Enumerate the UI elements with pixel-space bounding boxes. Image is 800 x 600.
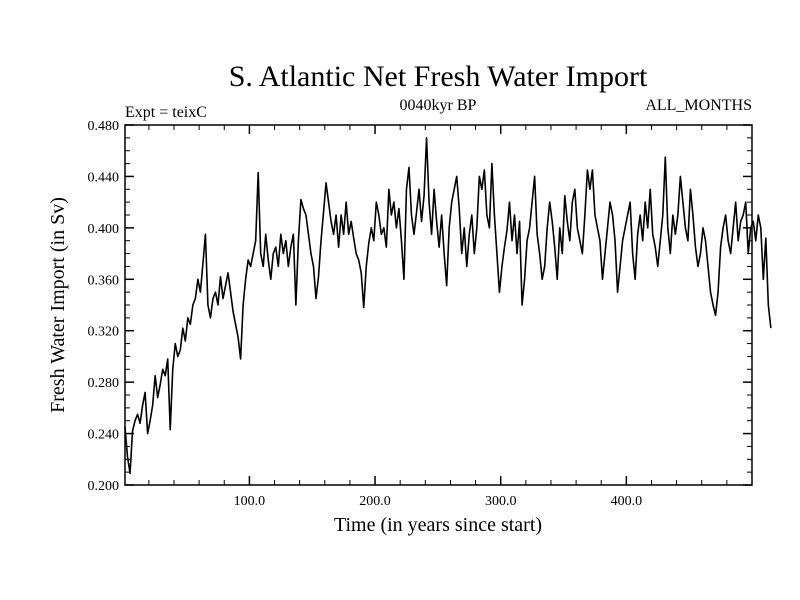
- plot-frame: [124, 124, 753, 486]
- x-axis-label: Time (in years since start): [334, 514, 542, 536]
- months-label: ALL_MONTHS: [645, 97, 752, 114]
- x-tick-label: 300.0: [485, 494, 517, 509]
- y-tick-label: 0.480: [88, 119, 120, 134]
- x-tick-label: 200.0: [359, 494, 391, 509]
- x-tick-label: 400.0: [611, 494, 643, 509]
- x-axis: 100.0 200.0 300.0 400.0: [148, 125, 728, 509]
- y-tick-label: 0.360: [88, 273, 120, 288]
- y-axis-label: Fresh Water Import (in Sv): [47, 197, 69, 413]
- experiment-label: Expt = teixC: [125, 104, 207, 121]
- y-axis: 0.200 0.240 0.280 0.320 0.360 0.400 0.440 0.480: [88, 119, 752, 494]
- period-label: 0040kyr BP: [400, 97, 477, 114]
- y-tick-label: 0.440: [88, 170, 120, 185]
- y-tick-label: 0.280: [88, 376, 120, 391]
- fresh-water-series-line: [124, 137, 772, 475]
- y-tick-label: 0.200: [88, 479, 120, 494]
- y-tick-label: 0.320: [88, 325, 120, 340]
- x-tick-label: 100.0: [234, 494, 266, 509]
- y-tick-label: 0.400: [88, 222, 120, 237]
- chart-title: S. Atlantic Net Fresh Water Import: [229, 60, 648, 93]
- y-tick-label: 0.240: [88, 428, 120, 443]
